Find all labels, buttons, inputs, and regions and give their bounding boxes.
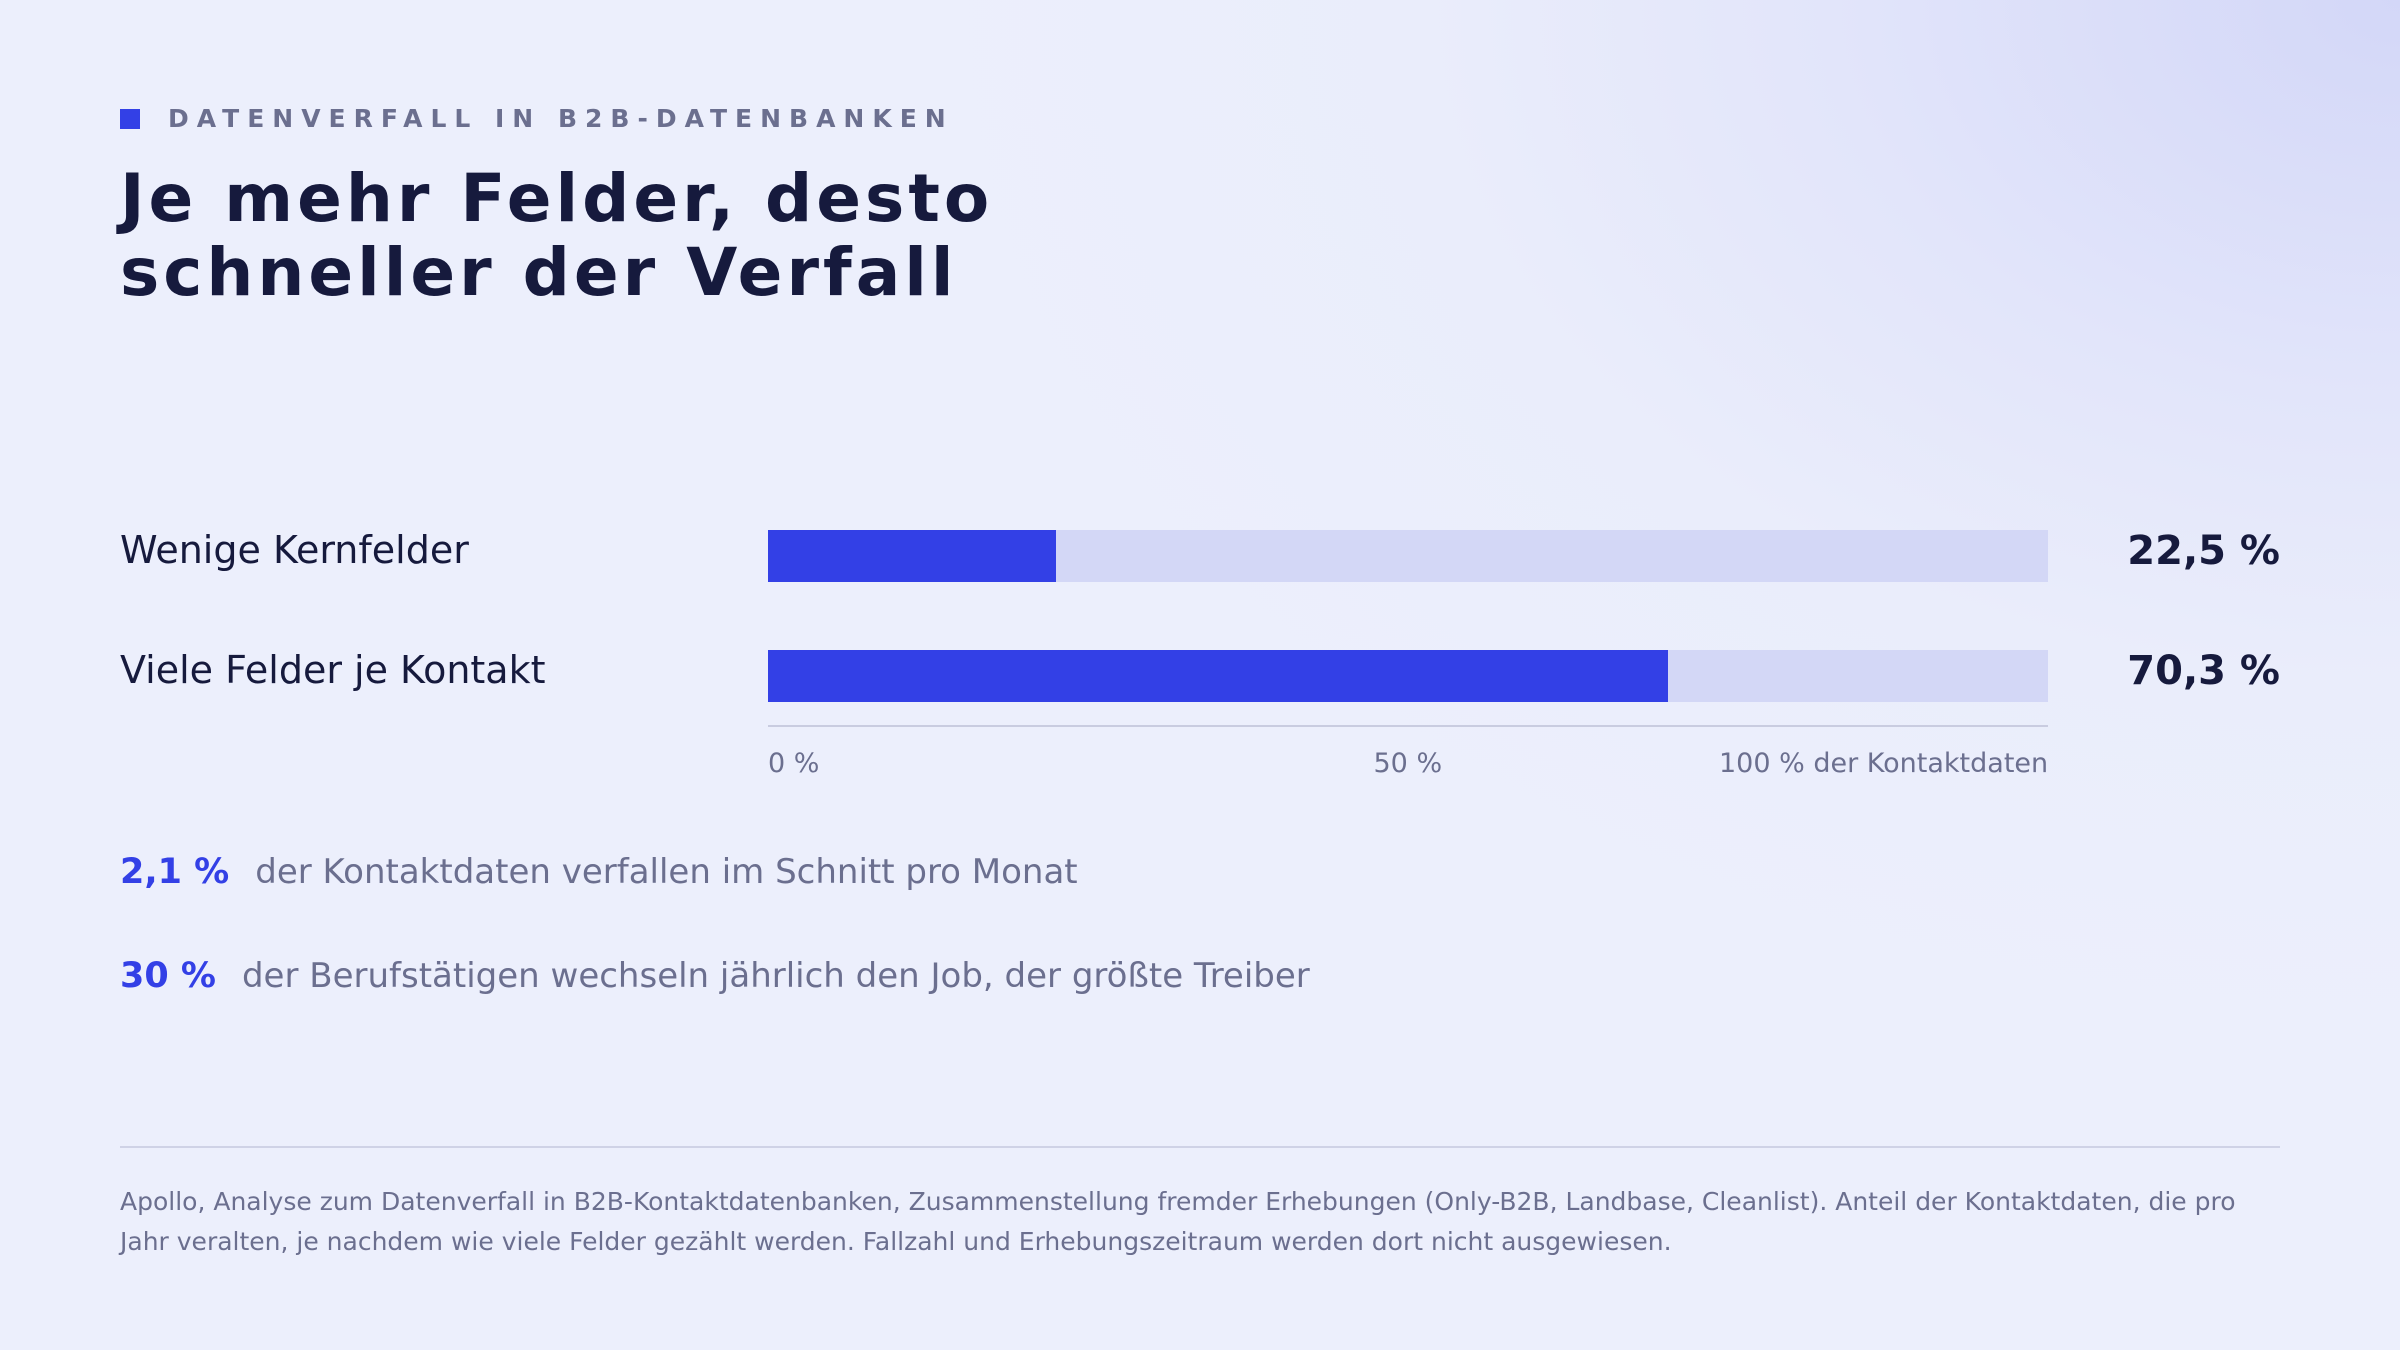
kicker-text: DATENVERFALL IN B2B-DATENBANKEN — [168, 104, 954, 133]
x-tick-label: 50 % — [1373, 748, 1443, 779]
bar-track-0 — [768, 530, 2048, 582]
value-label-0: 22,5 % — [2127, 528, 2280, 574]
bar-chart: Wenige Kernfelder 22,5 % Viele Felder je… — [120, 528, 2280, 779]
page-title: Je mehr Felder, desto schneller der Verf… — [120, 160, 994, 311]
stat-item: 30 % der Berufstätigen wechseln jährlich… — [120, 956, 1310, 996]
x-tick-label: 100 % der Kontaktdaten — [1719, 748, 2049, 779]
stat-value: 30 % — [120, 956, 216, 996]
bar-track-1 — [768, 650, 2048, 702]
divider — [120, 1146, 2280, 1148]
kicker: DATENVERFALL IN B2B-DATENBANKEN — [120, 104, 954, 133]
kicker-square-icon — [120, 108, 140, 129]
category-label-1: Viele Felder je Kontakt — [120, 648, 546, 692]
bar-1 — [768, 650, 1668, 702]
value-label-1: 70,3 % — [2127, 648, 2280, 694]
stat-text: der Kontaktdaten verfallen im Schnitt pr… — [255, 852, 1078, 892]
x-tick-label: 0 % — [768, 748, 820, 779]
stat-item: 2,1 % der Kontaktdaten verfallen im Schn… — [120, 852, 1078, 892]
source-note: Apollo, Analyse zum Datenverfall in B2B-… — [120, 1187, 2236, 1256]
category-label-0: Wenige Kernfelder — [120, 528, 469, 572]
stat-value: 2,1 % — [120, 852, 230, 892]
bar-0 — [768, 530, 1056, 582]
stat-text: der Berufstätigen wechseln jährlich den … — [241, 956, 1310, 996]
x-axis-line — [768, 725, 2048, 727]
